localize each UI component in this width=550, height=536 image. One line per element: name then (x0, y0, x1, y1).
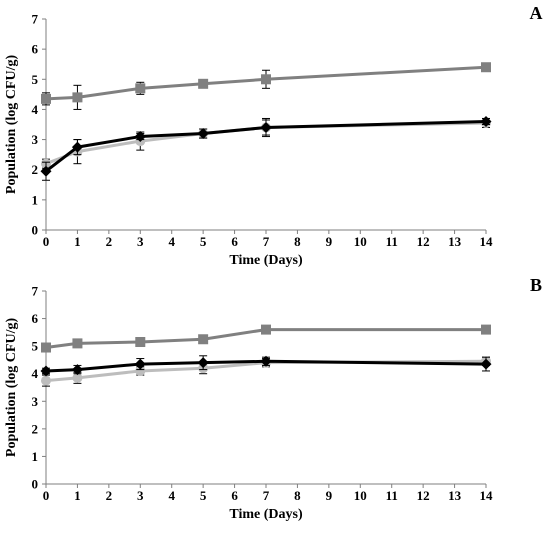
x-tick-label: 4 (168, 234, 175, 249)
y-tick-label: 4 (32, 366, 39, 381)
y-tick-label: 4 (32, 102, 39, 117)
y-tick-label: 0 (32, 477, 39, 492)
square-marker (41, 342, 51, 353)
series-2 (41, 324, 491, 353)
y-tick-label: 2 (32, 162, 39, 177)
y-tick-label: 7 (32, 284, 39, 299)
y-tick-label: 6 (32, 42, 39, 57)
square-marker (198, 78, 209, 89)
y-axis-label: Population (log CFU/g) (4, 55, 19, 195)
x-tick-label: 0 (43, 234, 50, 249)
x-tick-label: 12 (417, 488, 430, 503)
x-tick-label: 6 (231, 488, 238, 503)
x-tick-label: 11 (386, 488, 398, 503)
series-2 (41, 62, 491, 110)
x-tick-label: 11 (386, 234, 398, 249)
x-tick-label: 1 (74, 488, 81, 503)
panel-label: A (530, 3, 543, 23)
x-tick-label: 2 (106, 488, 113, 503)
x-tick-label: 13 (448, 488, 462, 503)
diamond-marker (40, 365, 52, 377)
y-tick-label: 2 (32, 421, 39, 436)
diamond-marker (71, 364, 83, 376)
series-line (45, 328, 486, 350)
x-tick-label: 14 (480, 234, 494, 249)
square-marker (72, 92, 83, 103)
square-marker (135, 337, 146, 348)
square-marker (481, 62, 491, 73)
diamond-marker (197, 128, 209, 140)
square-marker (481, 324, 491, 335)
circle-marker (72, 372, 83, 383)
x-tick-label: 10 (354, 234, 367, 249)
diamond-marker (40, 165, 52, 177)
circle-marker (135, 365, 146, 376)
x-tick-label: 2 (106, 234, 113, 249)
diamond-marker (260, 122, 272, 134)
y-axis-label: Population (log CFU/g) (4, 318, 19, 458)
square-marker (198, 334, 209, 345)
x-axis-label: Time (Days) (229, 507, 303, 522)
square-marker (135, 83, 146, 94)
x-tick-label: 13 (448, 234, 462, 249)
diamond-marker (197, 357, 209, 369)
series-3 (40, 115, 492, 181)
y-tick-label: 5 (32, 339, 39, 354)
panel-label: B (530, 275, 542, 295)
x-tick-label: 7 (263, 234, 270, 249)
series-line (45, 65, 487, 101)
y-tick-label: 7 (32, 12, 39, 27)
square-marker (72, 338, 83, 349)
y-tick-label: 3 (32, 394, 39, 409)
x-tick-label: 7 (263, 488, 270, 503)
x-tick-label: 8 (294, 234, 301, 249)
diamond-marker (134, 131, 146, 143)
x-tick-label: 1 (74, 234, 81, 249)
circle-marker (41, 375, 51, 386)
square-marker (261, 74, 271, 85)
x-tick-label: 3 (137, 234, 144, 249)
diamond-marker (71, 141, 83, 153)
x-tick-label: 5 (200, 234, 207, 249)
diamond-marker (480, 115, 492, 127)
x-tick-label: 9 (326, 234, 333, 249)
x-tick-label: 5 (200, 488, 207, 503)
x-tick-label: 8 (294, 488, 301, 503)
y-tick-label: 6 (32, 311, 39, 326)
diamond-marker (134, 358, 146, 370)
diamond-marker (480, 358, 492, 370)
x-tick-label: 12 (417, 234, 430, 249)
square-marker (41, 93, 51, 104)
x-tick-label: 6 (231, 234, 238, 249)
square-marker (261, 324, 271, 335)
x-axis-label: Time (Days) (229, 253, 303, 268)
y-tick-label: 1 (32, 449, 39, 464)
series-line (45, 119, 487, 173)
y-tick-label: 5 (32, 72, 39, 87)
x-tick-label: 4 (168, 488, 175, 503)
y-tick-label: 3 (32, 132, 39, 147)
y-tick-label: 1 (32, 192, 39, 207)
x-tick-label: 9 (326, 488, 333, 503)
x-tick-label: 10 (354, 488, 367, 503)
y-tick-label: 0 (32, 223, 39, 238)
x-tick-label: 0 (43, 488, 50, 503)
series-3 (40, 355, 492, 377)
x-tick-label: 3 (137, 488, 144, 503)
diamond-marker (260, 355, 272, 367)
x-tick-label: 14 (480, 488, 494, 503)
